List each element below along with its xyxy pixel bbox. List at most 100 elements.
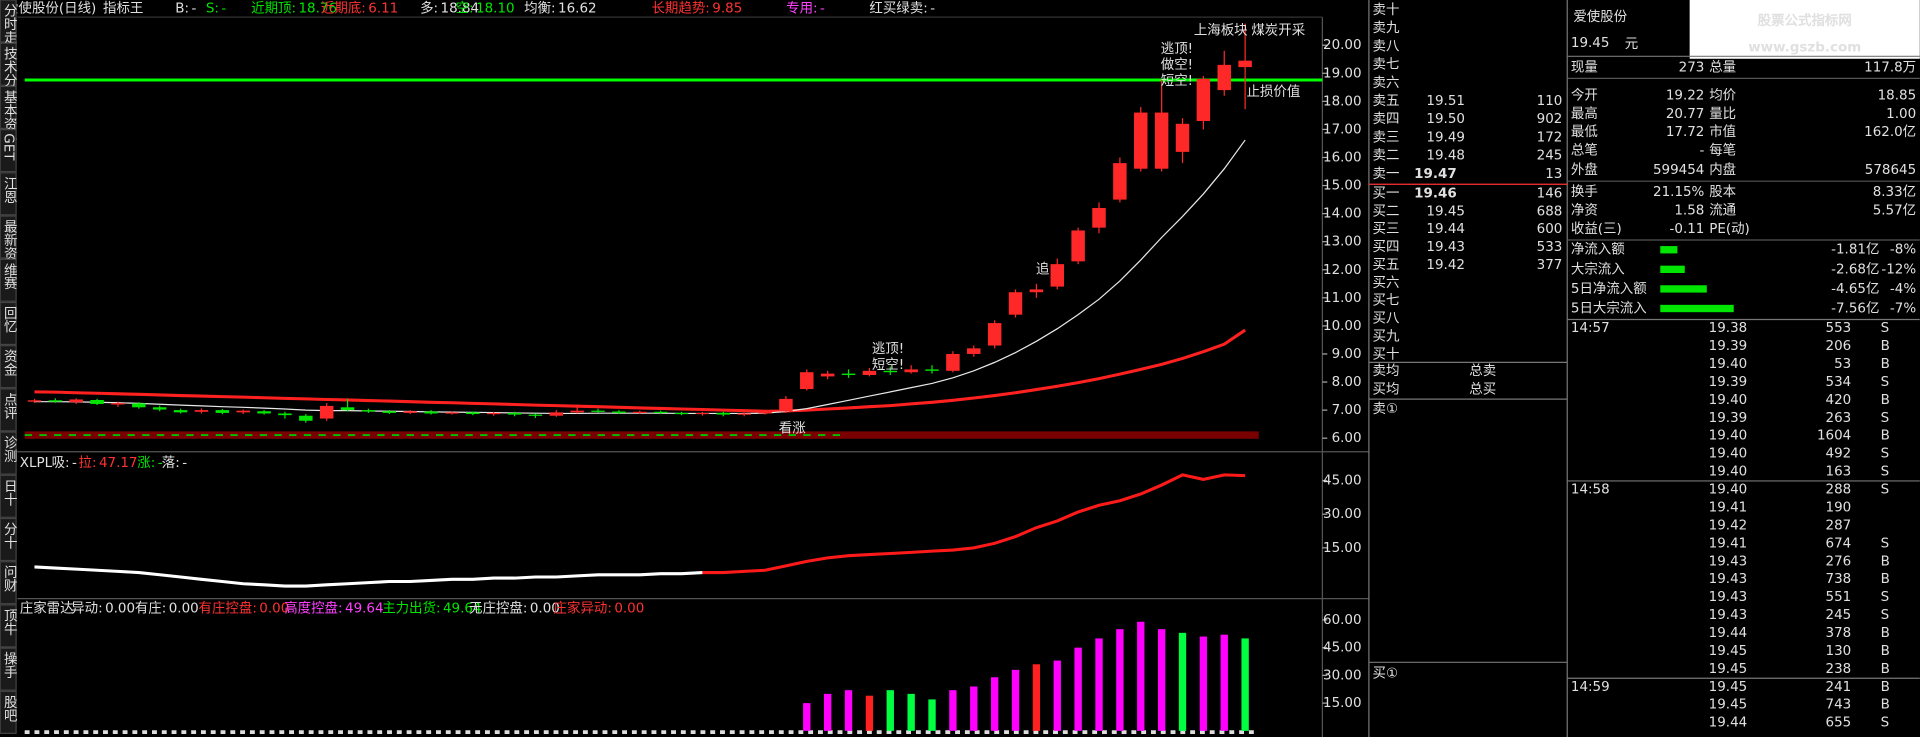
label: 多:	[420, 0, 438, 17]
tab[interactable]	[0, 561, 17, 605]
tab[interactable]	[0, 215, 17, 259]
candle-body	[424, 411, 438, 414]
quote-label: 流通	[1709, 203, 1736, 219]
tab-label: 回忆	[1, 306, 18, 333]
label: 吸:	[52, 456, 70, 471]
header-item: 空: 18.10	[456, 1, 515, 17]
indicator-item: 吸: -	[52, 456, 77, 471]
annotation: 逃顶!	[872, 341, 904, 357]
quote-value: 20.77	[1666, 107, 1705, 122]
book-summary: 买均	[1373, 381, 1400, 397]
tab[interactable]	[0, 517, 17, 562]
quote-label: 总笔	[1571, 143, 1598, 159]
candle-body	[1238, 60, 1252, 68]
tab[interactable]	[0, 431, 17, 475]
candle-body	[48, 400, 63, 402]
bar	[1074, 647, 1082, 731]
book-price: 19.51	[1426, 94, 1465, 109]
quote-label: 换手	[1571, 184, 1598, 200]
tab[interactable]	[0, 85, 17, 130]
bar	[1032, 664, 1041, 731]
value: 47.17	[99, 456, 138, 471]
tab[interactable]	[0, 258, 17, 302]
bar	[1116, 629, 1124, 731]
y-tick-label: 12.00	[1323, 263, 1362, 278]
tab-label: 分十	[1, 522, 18, 549]
tab[interactable]	[0, 172, 17, 216]
bar	[803, 703, 811, 731]
value: 9.85	[712, 2, 742, 17]
trade-price: 19.45	[1709, 644, 1748, 659]
tab[interactable]	[0, 604, 17, 648]
tab[interactable]	[0, 301, 17, 346]
tab[interactable]	[0, 647, 17, 691]
trade-side: B	[1881, 554, 1890, 569]
trade-side: B	[1881, 572, 1890, 587]
bar	[970, 686, 978, 731]
logo-title: 股票公式指标网	[1758, 12, 1852, 29]
tab-label: GET	[1, 133, 16, 161]
tab-label: 点评	[1, 392, 18, 419]
candle-body	[737, 413, 751, 415]
indicator-name: 指标王	[103, 1, 143, 17]
book-volume: 600	[1537, 222, 1563, 237]
quote-value: 21.15%	[1653, 185, 1705, 200]
candle-body	[925, 369, 939, 371]
trade-side: B	[1881, 626, 1890, 641]
label: 红买绿卖:	[869, 1, 927, 17]
price-unit: 元	[1625, 37, 1638, 52]
trade-side: B	[1881, 698, 1890, 713]
panel-title: XLPL	[20, 456, 53, 471]
book-price: 19.44	[1426, 222, 1465, 237]
candle-body	[758, 411, 772, 414]
header-item: 近期底: 6.11	[321, 1, 398, 17]
label: 主力出货:	[382, 599, 440, 616]
tab-label: 操手	[1, 652, 18, 679]
quote-label: 现量	[1571, 59, 1598, 75]
indicator-item: 涨: -	[137, 455, 162, 471]
trade-side: B	[1881, 429, 1890, 444]
quote-label: 最低	[1571, 124, 1598, 140]
tab[interactable]	[0, 0, 17, 43]
y-tick-label: 11.00	[1323, 291, 1362, 306]
quote-label: 净资	[1571, 203, 1598, 219]
tab[interactable]	[0, 345, 17, 389]
candle-body	[1134, 112, 1148, 169]
trade-side: B	[1881, 662, 1890, 677]
trade-side: S	[1881, 375, 1890, 390]
trade-volume: 53	[1834, 357, 1851, 372]
trade-volume: 276	[1826, 554, 1852, 569]
quote-value: 17.72	[1666, 125, 1705, 140]
trade-price: 19.39	[1709, 411, 1748, 426]
book-volume: 13	[1545, 167, 1562, 182]
tab[interactable]	[0, 42, 17, 86]
book-label: 买一	[1373, 185, 1400, 201]
candle-body	[716, 412, 731, 415]
trade-price: 19.40	[1709, 465, 1748, 480]
bar	[823, 693, 832, 731]
quote-label: 市值	[1709, 123, 1736, 140]
tab[interactable]	[0, 388, 17, 432]
quote-label: 最高	[1571, 105, 1598, 122]
y-tick-label: 16.00	[1323, 150, 1362, 165]
trade-price: 19.44	[1709, 626, 1748, 641]
tab-label: 诊测	[1, 436, 18, 463]
bar	[1199, 636, 1208, 731]
bar	[1157, 629, 1166, 731]
quote-label: 每笔	[1709, 143, 1736, 159]
tab[interactable]	[0, 690, 17, 734]
flow-pct: -12%	[1881, 262, 1916, 277]
bar	[990, 677, 999, 731]
y-tick-label: 18.00	[1323, 94, 1362, 109]
y-tick-label: 19.00	[1323, 66, 1362, 81]
header-item: 红买绿卖: -	[869, 1, 935, 17]
y-tick-label: 15.00	[1323, 541, 1362, 556]
bar	[1137, 621, 1145, 731]
book-label: 卖十	[1373, 2, 1400, 18]
trade-price: 19.44	[1709, 716, 1748, 731]
tab[interactable]	[0, 129, 17, 173]
annotation: 做空!	[1161, 57, 1193, 73]
trade-volume: 492	[1826, 447, 1852, 462]
tab[interactable]	[0, 474, 17, 518]
book-label: 买八	[1373, 311, 1400, 327]
